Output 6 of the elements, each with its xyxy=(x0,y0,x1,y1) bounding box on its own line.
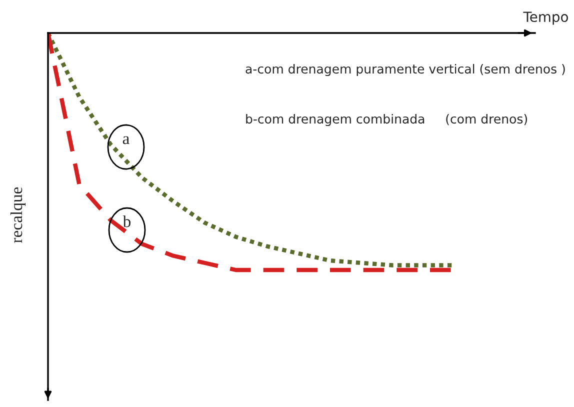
annotation: a-com drenagem puramente vertical (sem drenos ) xyxy=(246,64,565,76)
annotation: b xyxy=(122,215,131,228)
x-axis-title: Tempo xyxy=(523,12,568,25)
annotation: a xyxy=(122,136,130,144)
annotation: b-com drenagem combinada (com drenos) xyxy=(246,114,528,126)
y-axis-title: recalque xyxy=(10,187,26,243)
